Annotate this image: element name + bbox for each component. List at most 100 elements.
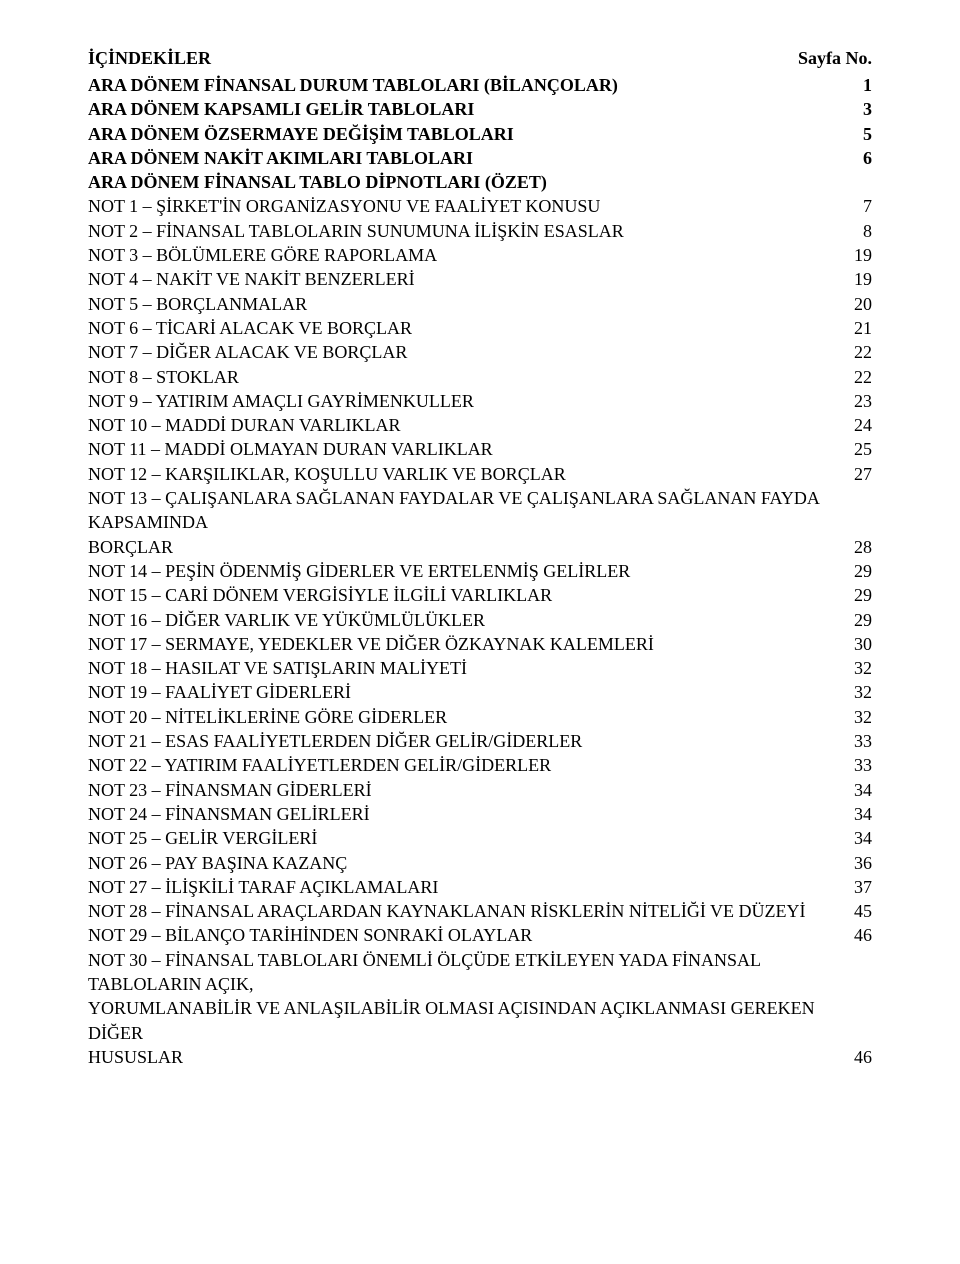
toc-row-page: 6 <box>842 146 872 170</box>
toc-row-label: ARA DÖNEM KAPSAMLI GELİR TABLOLARI <box>88 97 842 121</box>
toc-row: ARA DÖNEM FİNANSAL DURUM TABLOLARI (BİLA… <box>88 73 872 97</box>
toc-row-label: YORUMLANABİLİR VE ANLAŞILABİLİR OLMASI A… <box>88 996 872 1045</box>
toc-row-page: 33 <box>842 753 872 777</box>
toc-row-label: NOT 7 – DİĞER ALACAK VE BORÇLAR <box>88 340 842 364</box>
toc-row-label: ARA DÖNEM FİNANSAL DURUM TABLOLARI (BİLA… <box>88 73 842 97</box>
toc-row-label: HUSUSLAR <box>88 1045 183 1069</box>
toc-row: NOT 25 – GELİR VERGİLERİ34 <box>88 826 872 850</box>
toc-row: ARA DÖNEM FİNANSAL TABLO DİPNOTLARI (ÖZE… <box>88 170 872 194</box>
toc-row-label: NOT 13 – ÇALIŞANLARA SAĞLANAN FAYDALAR V… <box>88 486 872 535</box>
toc-row-page: 32 <box>842 680 872 704</box>
toc-row: NOT 21 – ESAS FAALİYETLERDEN DİĞER GELİR… <box>88 729 872 753</box>
toc-row-label: NOT 4 – NAKİT VE NAKİT BENZERLERİ <box>88 267 842 291</box>
toc-row: NOT 18 – HASILAT VE SATIŞLARIN MALİYETİ3… <box>88 656 872 680</box>
toc-row-label: NOT 2 – FİNANSAL TABLOLARIN SUNUMUNA İLİ… <box>88 219 842 243</box>
toc-row-page: 28 <box>854 535 872 559</box>
toc-row-label: NOT 18 – HASILAT VE SATIŞLARIN MALİYETİ <box>88 656 842 680</box>
toc-row-page: 8 <box>842 219 872 243</box>
toc-row: ARA DÖNEM ÖZSERMAYE DEĞİŞİM TABLOLARI5 <box>88 122 872 146</box>
toc-row: NOT 22 – YATIRIM FAALİYETLERDEN GELİR/Gİ… <box>88 753 872 777</box>
toc-row-page: 29 <box>842 583 872 607</box>
toc-row-page: 21 <box>842 316 872 340</box>
toc-row-page: 32 <box>842 705 872 729</box>
toc-row: NOT 11 – MADDİ OLMAYAN DURAN VARLIKLAR25 <box>88 437 872 461</box>
toc-row-page: 34 <box>842 826 872 850</box>
toc-row-label: NOT 22 – YATIRIM FAALİYETLERDEN GELİR/Gİ… <box>88 753 842 777</box>
toc-row-page: 22 <box>842 365 872 389</box>
toc-row-lastline: HUSUSLAR 46 <box>88 1045 872 1069</box>
toc-row: NOT 6 – TİCARİ ALACAK VE BORÇLAR21 <box>88 316 872 340</box>
toc-row: NOT 9 – YATIRIM AMAÇLI GAYRİMENKULLER23 <box>88 389 872 413</box>
toc-row-label: NOT 6 – TİCARİ ALACAK VE BORÇLAR <box>88 316 842 340</box>
toc-row-page: 19 <box>842 267 872 291</box>
toc-row-page: 45 <box>842 899 872 923</box>
toc-row-page: 25 <box>842 437 872 461</box>
toc-row: NOT 5 – BORÇLANMALAR20 <box>88 292 872 316</box>
toc-row-label: ARA DÖNEM FİNANSAL TABLO DİPNOTLARI (ÖZE… <box>88 170 842 194</box>
toc-row-page: 36 <box>842 851 872 875</box>
toc-row-label: NOT 20 – NİTELİKLERİNE GÖRE GİDERLER <box>88 705 842 729</box>
toc-row-page: 29 <box>842 608 872 632</box>
toc-row-label: NOT 1 – ŞİRKET'İN ORGANİZASYONU VE FAALİ… <box>88 194 842 218</box>
toc-row: NOT 28 – FİNANSAL ARAÇLARDAN KAYNAKLANAN… <box>88 899 872 923</box>
toc-row-page: 30 <box>842 632 872 656</box>
toc-row-label: ARA DÖNEM NAKİT AKIMLARI TABLOLARI <box>88 146 842 170</box>
toc-row-label: NOT 5 – BORÇLANMALAR <box>88 292 842 316</box>
toc-row: NOT 29 – BİLANÇO TARİHİNDEN SONRAKİ OLAY… <box>88 923 872 947</box>
toc-row: NOT 23 – FİNANSMAN GİDERLERİ34 <box>88 778 872 802</box>
toc-row-page: 3 <box>842 97 872 121</box>
toc-header-right: Sayfa No. <box>798 48 872 69</box>
toc-row: NOT 17 – SERMAYE, YEDEKLER VE DİĞER ÖZKA… <box>88 632 872 656</box>
toc-row-page: 22 <box>842 340 872 364</box>
toc-row-label: BORÇLAR <box>88 535 173 559</box>
toc-row: NOT 2 – FİNANSAL TABLOLARIN SUNUMUNA İLİ… <box>88 219 872 243</box>
toc-row-page: 1 <box>842 73 872 97</box>
toc-row-page: 32 <box>842 656 872 680</box>
toc-row-label: NOT 14 – PEŞİN ÖDENMİŞ GİDERLER VE ERTEL… <box>88 559 842 583</box>
toc-row-label: NOT 25 – GELİR VERGİLERİ <box>88 826 842 850</box>
toc-row-label: NOT 21 – ESAS FAALİYETLERDEN DİĞER GELİR… <box>88 729 842 753</box>
toc-row: NOT 13 – ÇALIŞANLARA SAĞLANAN FAYDALAR V… <box>88 486 872 559</box>
toc-row: NOT 3 – BÖLÜMLERE GÖRE RAPORLAMA19 <box>88 243 872 267</box>
toc-row-label: NOT 29 – BİLANÇO TARİHİNDEN SONRAKİ OLAY… <box>88 923 842 947</box>
toc-row-page: 34 <box>842 778 872 802</box>
toc-row-label: NOT 23 – FİNANSMAN GİDERLERİ <box>88 778 842 802</box>
toc-row: NOT 27 – İLİŞKİLİ TARAF AÇIKLAMALARI37 <box>88 875 872 899</box>
toc-header: İÇİNDEKİLER Sayfa No. <box>88 48 872 69</box>
toc-row-label: NOT 28 – FİNANSAL ARAÇLARDAN KAYNAKLANAN… <box>88 899 842 923</box>
toc-row-label: NOT 16 – DİĞER VARLIK VE YÜKÜMLÜLÜKLER <box>88 608 842 632</box>
toc-row: NOT 26 – PAY BAŞINA KAZANÇ36 <box>88 851 872 875</box>
toc-row: NOT 8 – STOKLAR22 <box>88 365 872 389</box>
toc-header-left: İÇİNDEKİLER <box>88 48 211 69</box>
toc-row-label: NOT 27 – İLİŞKİLİ TARAF AÇIKLAMALARI <box>88 875 842 899</box>
toc-row-label: NOT 26 – PAY BAŞINA KAZANÇ <box>88 851 842 875</box>
toc-row: NOT 14 – PEŞİN ÖDENMİŞ GİDERLER VE ERTEL… <box>88 559 872 583</box>
toc-row-page: 34 <box>842 802 872 826</box>
toc-row-page: 19 <box>842 243 872 267</box>
toc-row-page: 46 <box>842 923 872 947</box>
toc-row-page: 37 <box>842 875 872 899</box>
toc-body: ARA DÖNEM FİNANSAL DURUM TABLOLARI (BİLA… <box>88 73 872 1069</box>
toc-row-label: NOT 24 – FİNANSMAN GELİRLERİ <box>88 802 842 826</box>
toc-row: ARA DÖNEM KAPSAMLI GELİR TABLOLARI3 <box>88 97 872 121</box>
toc-row: NOT 20 – NİTELİKLERİNE GÖRE GİDERLER32 <box>88 705 872 729</box>
toc-row-label: NOT 9 – YATIRIM AMAÇLI GAYRİMENKULLER <box>88 389 842 413</box>
toc-row-page: 23 <box>842 389 872 413</box>
toc-row-page: 46 <box>854 1045 872 1069</box>
toc-row: ARA DÖNEM NAKİT AKIMLARI TABLOLARI6 <box>88 146 872 170</box>
toc-row-lastline: BORÇLAR 28 <box>88 535 872 559</box>
toc-page: İÇİNDEKİLER Sayfa No. ARA DÖNEM FİNANSAL… <box>0 0 960 1264</box>
toc-row: NOT 16 – DİĞER VARLIK VE YÜKÜMLÜLÜKLER29 <box>88 608 872 632</box>
toc-row-label: ARA DÖNEM ÖZSERMAYE DEĞİŞİM TABLOLARI <box>88 122 842 146</box>
toc-row-page: 5 <box>842 122 872 146</box>
toc-row-label: NOT 17 – SERMAYE, YEDEKLER VE DİĞER ÖZKA… <box>88 632 842 656</box>
toc-row-label: NOT 30 – FİNANSAL TABLOLARI ÖNEMLİ ÖLÇÜD… <box>88 948 872 997</box>
toc-row-label: NOT 19 – FAALİYET GİDERLERİ <box>88 680 842 704</box>
toc-row-page: 20 <box>842 292 872 316</box>
toc-row-label: NOT 8 – STOKLAR <box>88 365 842 389</box>
toc-row-page <box>842 170 872 194</box>
toc-row-label: NOT 3 – BÖLÜMLERE GÖRE RAPORLAMA <box>88 243 842 267</box>
toc-row-label: NOT 10 – MADDİ DURAN VARLIKLAR <box>88 413 842 437</box>
toc-row: NOT 30 – FİNANSAL TABLOLARI ÖNEMLİ ÖLÇÜD… <box>88 948 872 1069</box>
toc-row-page: 27 <box>842 462 872 486</box>
